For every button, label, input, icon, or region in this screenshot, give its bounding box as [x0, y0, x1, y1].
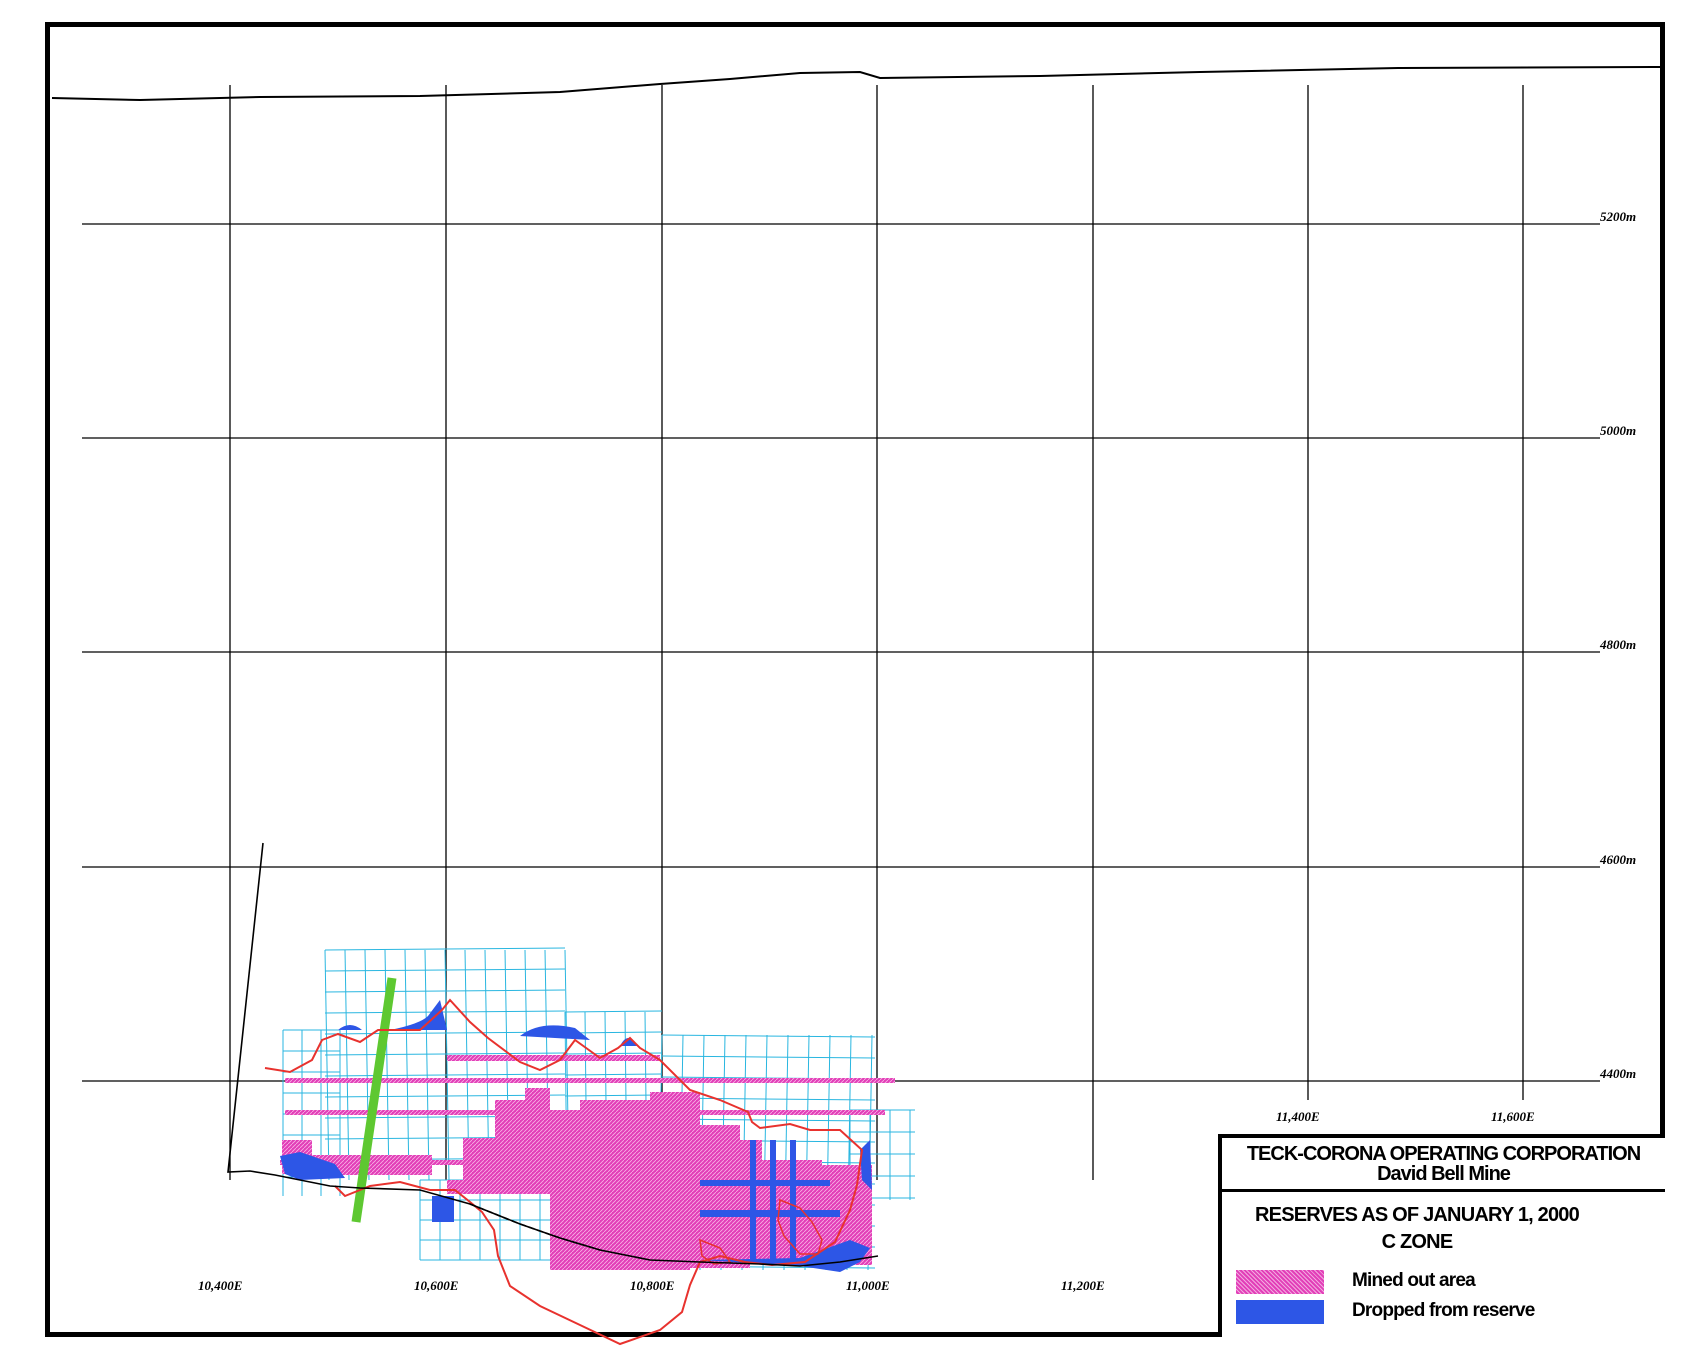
mined-out-area — [650, 1092, 700, 1262]
dropped-area — [338, 1025, 362, 1030]
mined-out-area — [285, 1110, 885, 1115]
dropped-area — [390, 1000, 447, 1030]
dropped-area — [432, 1196, 454, 1222]
block-grid-line — [324, 1073, 566, 1077]
block-grid-line — [444, 949, 450, 1181]
surface-topography-line — [51, 66, 1661, 102]
legend-label: Dropped from reserve — [1352, 1300, 1535, 1321]
ore-zone-outline — [264, 998, 864, 1346]
easting-label: 11,600E — [1491, 1109, 1535, 1124]
dropped-area — [860, 1140, 872, 1190]
ore-zone-inner-outline — [777, 1198, 823, 1255]
block-grid-line — [324, 989, 566, 993]
easting-label: 11,200E — [1061, 1278, 1105, 1293]
dropped-area — [700, 1180, 830, 1186]
block-grid-line — [564, 1052, 663, 1055]
mined-out-area — [285, 1078, 895, 1083]
elevation-grid — [82, 223, 1600, 1082]
company-name: TECK-CORONA OPERATING CORPORATION — [1246, 1143, 1641, 1165]
block-grid-line — [564, 1094, 663, 1097]
block-grid-line — [324, 947, 566, 951]
dropped-area — [770, 1140, 776, 1260]
block-grid-line — [324, 1031, 566, 1035]
easting-grid — [229, 85, 1524, 1180]
mined-out-area — [280, 1160, 700, 1165]
zone-name: C ZONE — [1381, 1231, 1454, 1253]
block-grid-line — [564, 1010, 663, 1013]
fault-zone — [351, 977, 397, 1223]
title-block-header: TECK-CORONA OPERATING CORPORATION David … — [1222, 1138, 1665, 1192]
block-grid-line — [384, 949, 390, 1181]
mined-out-area — [700, 1125, 740, 1265]
mined-out-area — [670, 1260, 750, 1268]
block-grid-line — [324, 1052, 566, 1056]
elevation-label: 4800m — [1599, 637, 1636, 652]
mined-out-area — [447, 1055, 660, 1061]
block-grid-line — [324, 1010, 566, 1014]
dropped-area — [790, 1140, 796, 1260]
block-grid-line — [324, 968, 566, 972]
dropped-area — [620, 1038, 638, 1046]
reserves-title: RESERVES AS OF JANUARY 1, 2000 C ZONE — [1222, 1202, 1612, 1256]
block-grid-line — [661, 1034, 876, 1038]
block-grid-line — [564, 1031, 663, 1034]
elevation-label: 5200m — [1600, 209, 1636, 224]
block-grid-line — [344, 949, 350, 1181]
mined-out-area — [525, 1088, 550, 1194]
legend-label: Mined out area — [1352, 1270, 1476, 1291]
dropped-area — [520, 1025, 590, 1040]
dropped-area — [280, 1152, 345, 1180]
block-grid-line — [404, 949, 410, 1181]
elevation-label: 5000m — [1600, 423, 1636, 438]
block-grid-line — [424, 949, 430, 1181]
elevation-label: 4600m — [1599, 852, 1636, 867]
mined-out-area — [495, 1100, 525, 1194]
easting-label: 10,400E — [198, 1278, 243, 1293]
easting-label: 10,800E — [630, 1278, 675, 1293]
title-block: TECK-CORONA OPERATING CORPORATION David … — [1218, 1134, 1665, 1337]
dropped-swatch — [1236, 1300, 1324, 1324]
block-grid-line — [564, 1073, 663, 1076]
mined-out-area — [550, 1110, 580, 1194]
dropped-area — [700, 1210, 840, 1217]
mine-boundary-dash — [469, 1203, 601, 1251]
mine-boundary-line — [227, 842, 879, 1267]
easting-label: 11,400E — [1276, 1109, 1320, 1124]
block-grid-line — [324, 949, 330, 1181]
easting-label: 10,600E — [414, 1278, 459, 1293]
reserves-date: RESERVES AS OF JANUARY 1, 2000 — [1255, 1204, 1580, 1226]
elevation-label: 4400m — [1599, 1066, 1636, 1081]
map-frame — [45, 22, 1665, 1337]
easting-label: 11,000E — [846, 1278, 890, 1293]
mined-out-area — [447, 1180, 463, 1194]
block-grid-line — [661, 1055, 876, 1059]
mined-out-swatch — [1236, 1270, 1324, 1294]
mine-name: David Bell Mine — [1377, 1163, 1511, 1185]
dropped-area — [750, 1140, 756, 1264]
